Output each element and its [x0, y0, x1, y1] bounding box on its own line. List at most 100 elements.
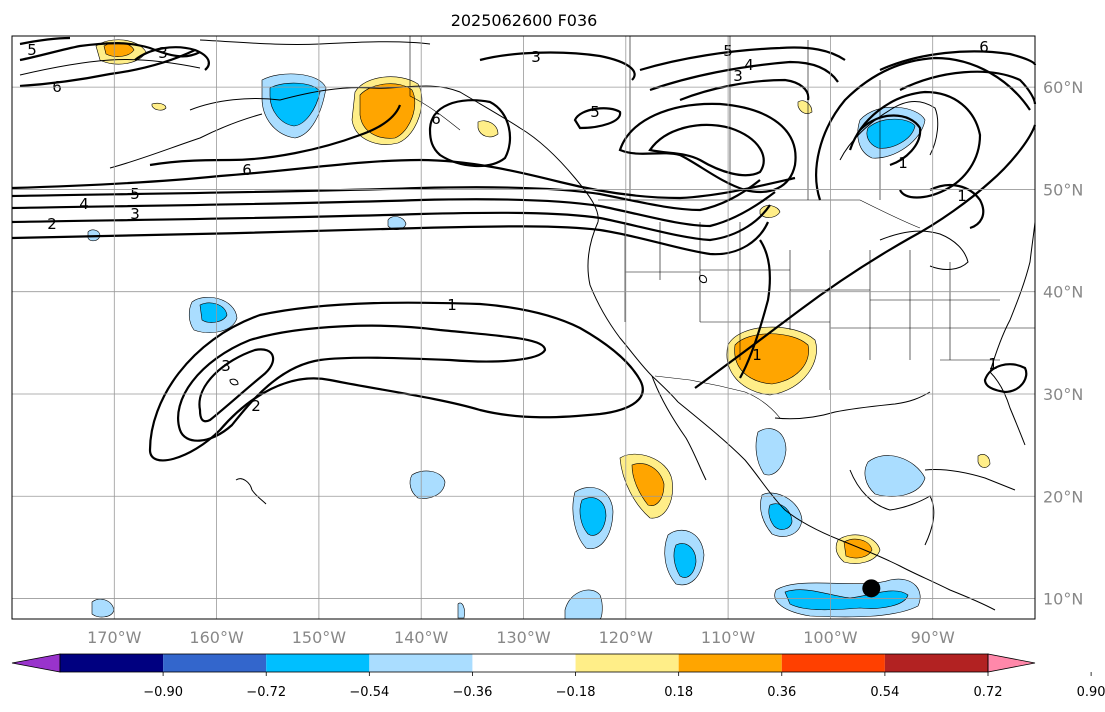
colorbar-segment — [163, 654, 267, 672]
anomaly-negative-small-c — [457, 602, 465, 619]
coast-hudson — [839, 101, 939, 161]
anomaly-positive-small-d — [797, 100, 813, 114]
lon-tick-label: 120°W — [599, 628, 654, 647]
anomaly-negative-gulf — [864, 455, 926, 497]
lat-tick-label: 30°N — [1043, 385, 1083, 404]
anomaly-negative-hudson-core — [866, 118, 916, 149]
contour-zonal-2 — [11, 221, 770, 256]
contour-bering-3 — [134, 46, 210, 71]
longitude-tick-labels: 170°W 160°W 150°W 140°W 130°W 120°W 110°W 100°W… — [87, 628, 955, 647]
colorbar-segment — [60, 654, 164, 672]
colorbar-tick-label: −0.36 — [453, 685, 493, 700]
lon-tick-label: 170°W — [87, 628, 142, 647]
lon-tick-label: 90°W — [911, 628, 955, 647]
colorbar-tick-label: −0.72 — [246, 685, 286, 700]
contour-zonal-3 — [11, 204, 771, 242]
lat-tick-label: 50°N — [1043, 180, 1083, 199]
lon-tick-label: 100°W — [803, 628, 858, 647]
latitude-tick-labels: 60°N 50°N 40°N 30°N 20°N 10°N — [1043, 78, 1083, 608]
contour-hudson-2 — [848, 90, 982, 199]
lon-tick-label: 150°W — [292, 628, 347, 647]
colorbar-frame — [59, 653, 989, 673]
contour-label: 3 — [733, 67, 743, 85]
lon-tick-label: 130°W — [496, 628, 551, 647]
contour-hudson-3 — [859, 114, 922, 167]
anomaly-positive-small-e — [477, 120, 499, 138]
anomaly-positive-small-b — [977, 454, 991, 468]
colorbar — [11, 653, 1036, 673]
contour-bering-5 — [19, 42, 201, 62]
coast-aleutians — [109, 113, 263, 169]
colorbar-segment — [472, 654, 576, 672]
anomaly-positive-small-c — [151, 102, 167, 111]
coastlines — [19, 39, 1036, 611]
coast-west-us — [587, 221, 679, 403]
contour-north-inner — [648, 123, 765, 177]
contour-1-subtropical — [148, 301, 644, 462]
contour-label: 1 — [898, 154, 908, 172]
border-canada-provinces — [629, 36, 881, 200]
coast-east-us — [989, 221, 1036, 373]
colorbar-tick-labels: −0.90 −0.72 −0.54 −0.36 −0.18 0.18 0.36 0.54 0.7… — [143, 672, 1105, 700]
contour-east-6 — [879, 50, 1037, 72]
contour-label: 1 — [752, 346, 762, 364]
colorbar-segment — [575, 654, 679, 672]
anomaly-negative-mexico — [755, 428, 787, 476]
contour-label: 5 — [590, 103, 600, 121]
contour-6-alaska — [149, 104, 402, 167]
contour-label: 4 — [79, 195, 89, 213]
lat-tick-label: 10°N — [1043, 590, 1083, 609]
island-small-a — [229, 378, 239, 386]
contour-north-3 — [679, 78, 810, 102]
coast-alaska-south — [189, 85, 599, 223]
contour-east-1 — [983, 363, 1028, 394]
colorbar-segment — [781, 654, 885, 672]
colorbar-tick-label: 0.54 — [870, 685, 899, 700]
anomaly-negative-far-south — [564, 589, 603, 620]
colorbar-tick-label: −0.90 — [143, 685, 183, 700]
coast-bering — [19, 58, 201, 76]
coast-yucatan — [849, 469, 935, 546]
coast-arctic-alaska — [199, 39, 431, 46]
coast-cuba — [924, 469, 1016, 491]
colorbar-segment — [369, 654, 473, 672]
contour-3-north — [479, 51, 636, 81]
contour-east-5 — [899, 70, 1037, 105]
anomaly-negative-pacific-b-core — [673, 543, 697, 578]
lon-tick-label: 110°W — [701, 628, 756, 647]
coast-gulf — [774, 391, 931, 420]
contour-5-small — [573, 107, 622, 130]
colorbar-tick-label: 0.90 — [1077, 685, 1105, 700]
colorbar-segment — [678, 654, 782, 672]
anomaly-negative-hawaii-north — [409, 470, 446, 499]
colorbar-tick-label: −0.54 — [349, 685, 389, 700]
contour-label: 3 — [158, 44, 168, 62]
contour-label: 5 — [130, 185, 140, 203]
colorbar-tick-label: 0.72 — [974, 685, 1003, 700]
colorbar-segment — [884, 654, 988, 672]
map-frame — [11, 35, 1036, 620]
lat-tick-label: 60°N — [1043, 78, 1083, 97]
contour-bering-upper — [19, 36, 71, 46]
coast-mexico-west — [677, 401, 996, 611]
lon-tick-label: 160°W — [189, 628, 244, 647]
anomaly-positive-baja-core — [631, 463, 665, 506]
contours — [11, 36, 1037, 462]
colorbar-segment — [266, 654, 370, 672]
contour-label: 5 — [27, 41, 37, 59]
contour-1-southwest — [739, 239, 771, 379]
contour-bering-6 — [19, 49, 196, 88]
map-title: 2025062600 F036 — [451, 11, 598, 30]
contour-label: 2 — [251, 397, 261, 415]
colorbar-extend-low — [11, 653, 61, 673]
gridlines — [12, 36, 1035, 619]
coast-great-lakes — [879, 230, 969, 270]
lon-tick-label: 140°W — [394, 628, 449, 647]
contour-zonal-5 — [11, 179, 761, 212]
contour-label: 6 — [979, 38, 989, 56]
political-borders — [409, 36, 1035, 419]
contour-label: 1 — [447, 296, 457, 314]
map-panel: 5 3 6 3 5 4 3 5 6 6 6 1 5 4 3 2 1 3 2 1 … — [11, 35, 1037, 620]
contour-zonal-4 — [11, 191, 776, 228]
border-alaska-canada — [409, 36, 461, 131]
